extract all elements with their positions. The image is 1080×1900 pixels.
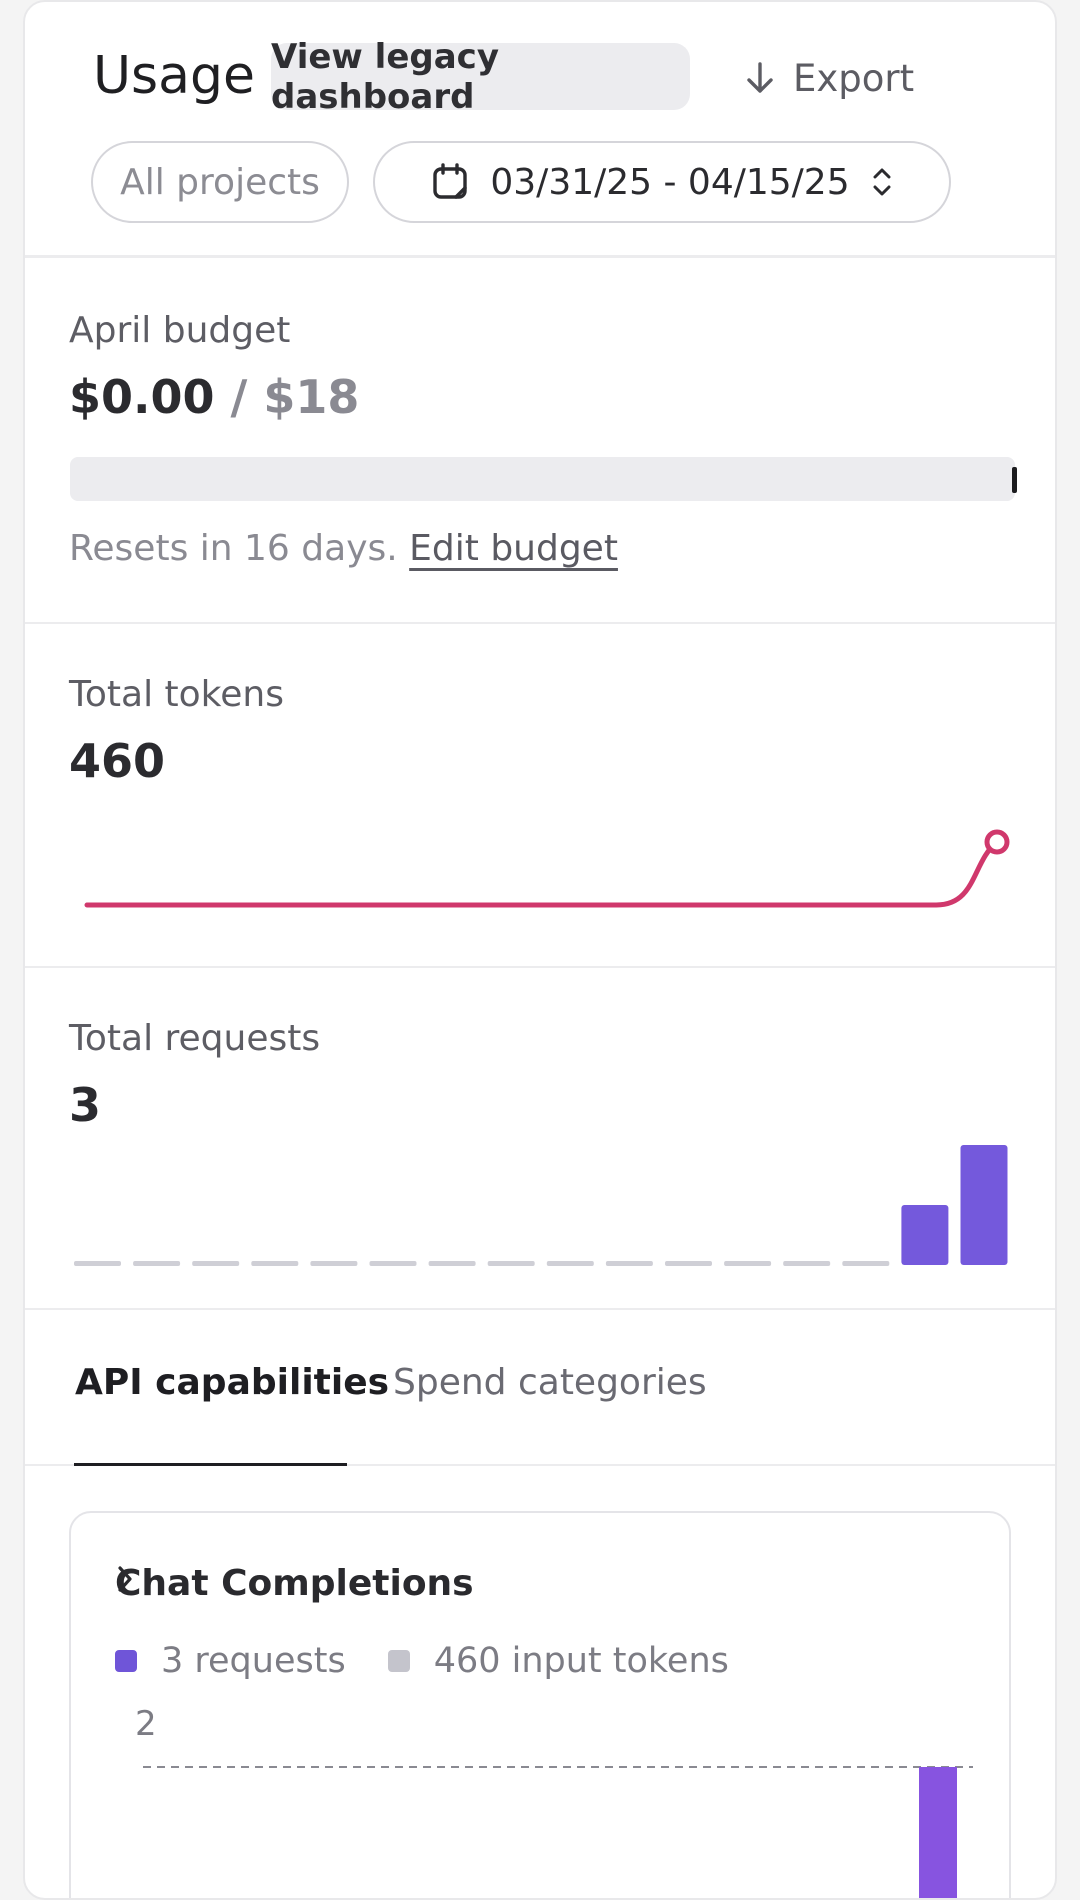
- requests-bar-4: [310, 1261, 358, 1266]
- legend-swatch-tokens: [387, 1650, 410, 1672]
- edit-budget-link[interactable]: Edit budget: [409, 528, 618, 569]
- requests-bar-0: [74, 1261, 121, 1266]
- calendar-icon: [433, 163, 468, 199]
- requests-bar-10: [665, 1261, 712, 1266]
- chat-completions-link[interactable]: Chat Completions: [115, 1563, 474, 1604]
- legend-swatch-requests: [115, 1650, 137, 1672]
- requests-bar-6: [428, 1261, 476, 1266]
- requests-bar-1: [133, 1261, 181, 1266]
- tab-api-capabilities[interactable]: API capabilities: [75, 1362, 390, 1403]
- projects-filter[interactable]: All projects: [91, 141, 349, 223]
- budget-label: April budget: [69, 310, 291, 351]
- arrow-down-icon: [747, 62, 773, 93]
- requests-bar-14: [901, 1205, 949, 1265]
- legend-item-requests: 3 requests: [115, 1641, 346, 1681]
- requests-bar-13: [842, 1261, 890, 1266]
- usage-header: Usage View legacy dashboard Export All p…: [25, 2, 1055, 258]
- tokens-last-point: [984, 829, 1010, 855]
- total-tokens-section: Total tokens 460: [25, 624, 1055, 968]
- budget-reset-line: Resets in 16 days. Edit budget: [69, 528, 618, 569]
- requests-value: 3: [69, 1078, 102, 1132]
- requests-bar-2: [192, 1261, 240, 1266]
- tokens-label: Total tokens: [69, 674, 284, 715]
- requests-bar-3: [251, 1261, 299, 1266]
- tokens-sparkline: [84, 829, 1010, 908]
- export-label: Export: [793, 56, 915, 100]
- chat-completions-chart: 2: [135, 1704, 973, 1898]
- requests-bar-15: [960, 1145, 1008, 1265]
- active-tab-underline: [74, 1463, 347, 1466]
- page-title: Usage: [93, 46, 256, 106]
- date-range-picker[interactable]: 03/31/25 - 04/15/25: [373, 141, 951, 223]
- export-button[interactable]: Export: [745, 48, 914, 108]
- legend-label-requests: 3 requests: [161, 1641, 346, 1681]
- budget-amount: $0.00 / $18: [69, 370, 359, 424]
- requests-bar-8: [546, 1261, 594, 1266]
- requests-bar-chart: [74, 1145, 1008, 1266]
- requests-bar-5: [369, 1261, 417, 1266]
- y-tick-label: 2: [135, 1704, 157, 1744]
- requests-bar-7: [487, 1261, 535, 1266]
- requests-bar-12: [783, 1261, 831, 1266]
- chevron-right-icon: [118, 1566, 132, 1592]
- legend-item-tokens: 460 input tokens: [387, 1641, 729, 1681]
- tab-spend-categories[interactable]: Spend categories: [393, 1362, 707, 1403]
- total-requests-section: Total requests 3: [25, 968, 1055, 1310]
- budget-limit: $18: [263, 370, 360, 424]
- chevron-up-down-icon: [873, 168, 891, 196]
- usage-tabs: API capabilities Spend categories: [25, 1310, 1055, 1466]
- budget-reset-text: Resets in 16 days.: [69, 528, 398, 569]
- budget-section: April budget $0.00 / $18 Resets in 16 da…: [25, 258, 1055, 624]
- budget-limit-marker: [1012, 467, 1017, 493]
- chat-completions-card: Chat Completions 3 requests 460 input to…: [69, 1511, 1011, 1898]
- budget-spent: $0.00: [69, 370, 215, 424]
- card-legend: 3 requests 460 input tokens: [115, 1641, 771, 1681]
- usage-panel: Usage View legacy dashboard Export All p…: [23, 0, 1057, 1900]
- card-bar-15: [919, 1767, 957, 1898]
- legend-label-tokens: 460 input tokens: [433, 1641, 729, 1681]
- view-legacy-dashboard-button[interactable]: View legacy dashboard: [271, 37, 690, 117]
- date-range-label: 03/31/25 - 04/15/25: [490, 161, 850, 203]
- tokens-series-line: [84, 839, 1000, 908]
- requests-bar-9: [605, 1261, 653, 1266]
- requests-bar-11: [724, 1261, 772, 1266]
- tokens-value: 460: [69, 734, 166, 788]
- budget-separator: /: [230, 370, 248, 424]
- requests-label: Total requests: [69, 1018, 321, 1059]
- card-title: Chat Completions: [115, 1563, 474, 1604]
- budget-progress-bar: [70, 457, 1015, 501]
